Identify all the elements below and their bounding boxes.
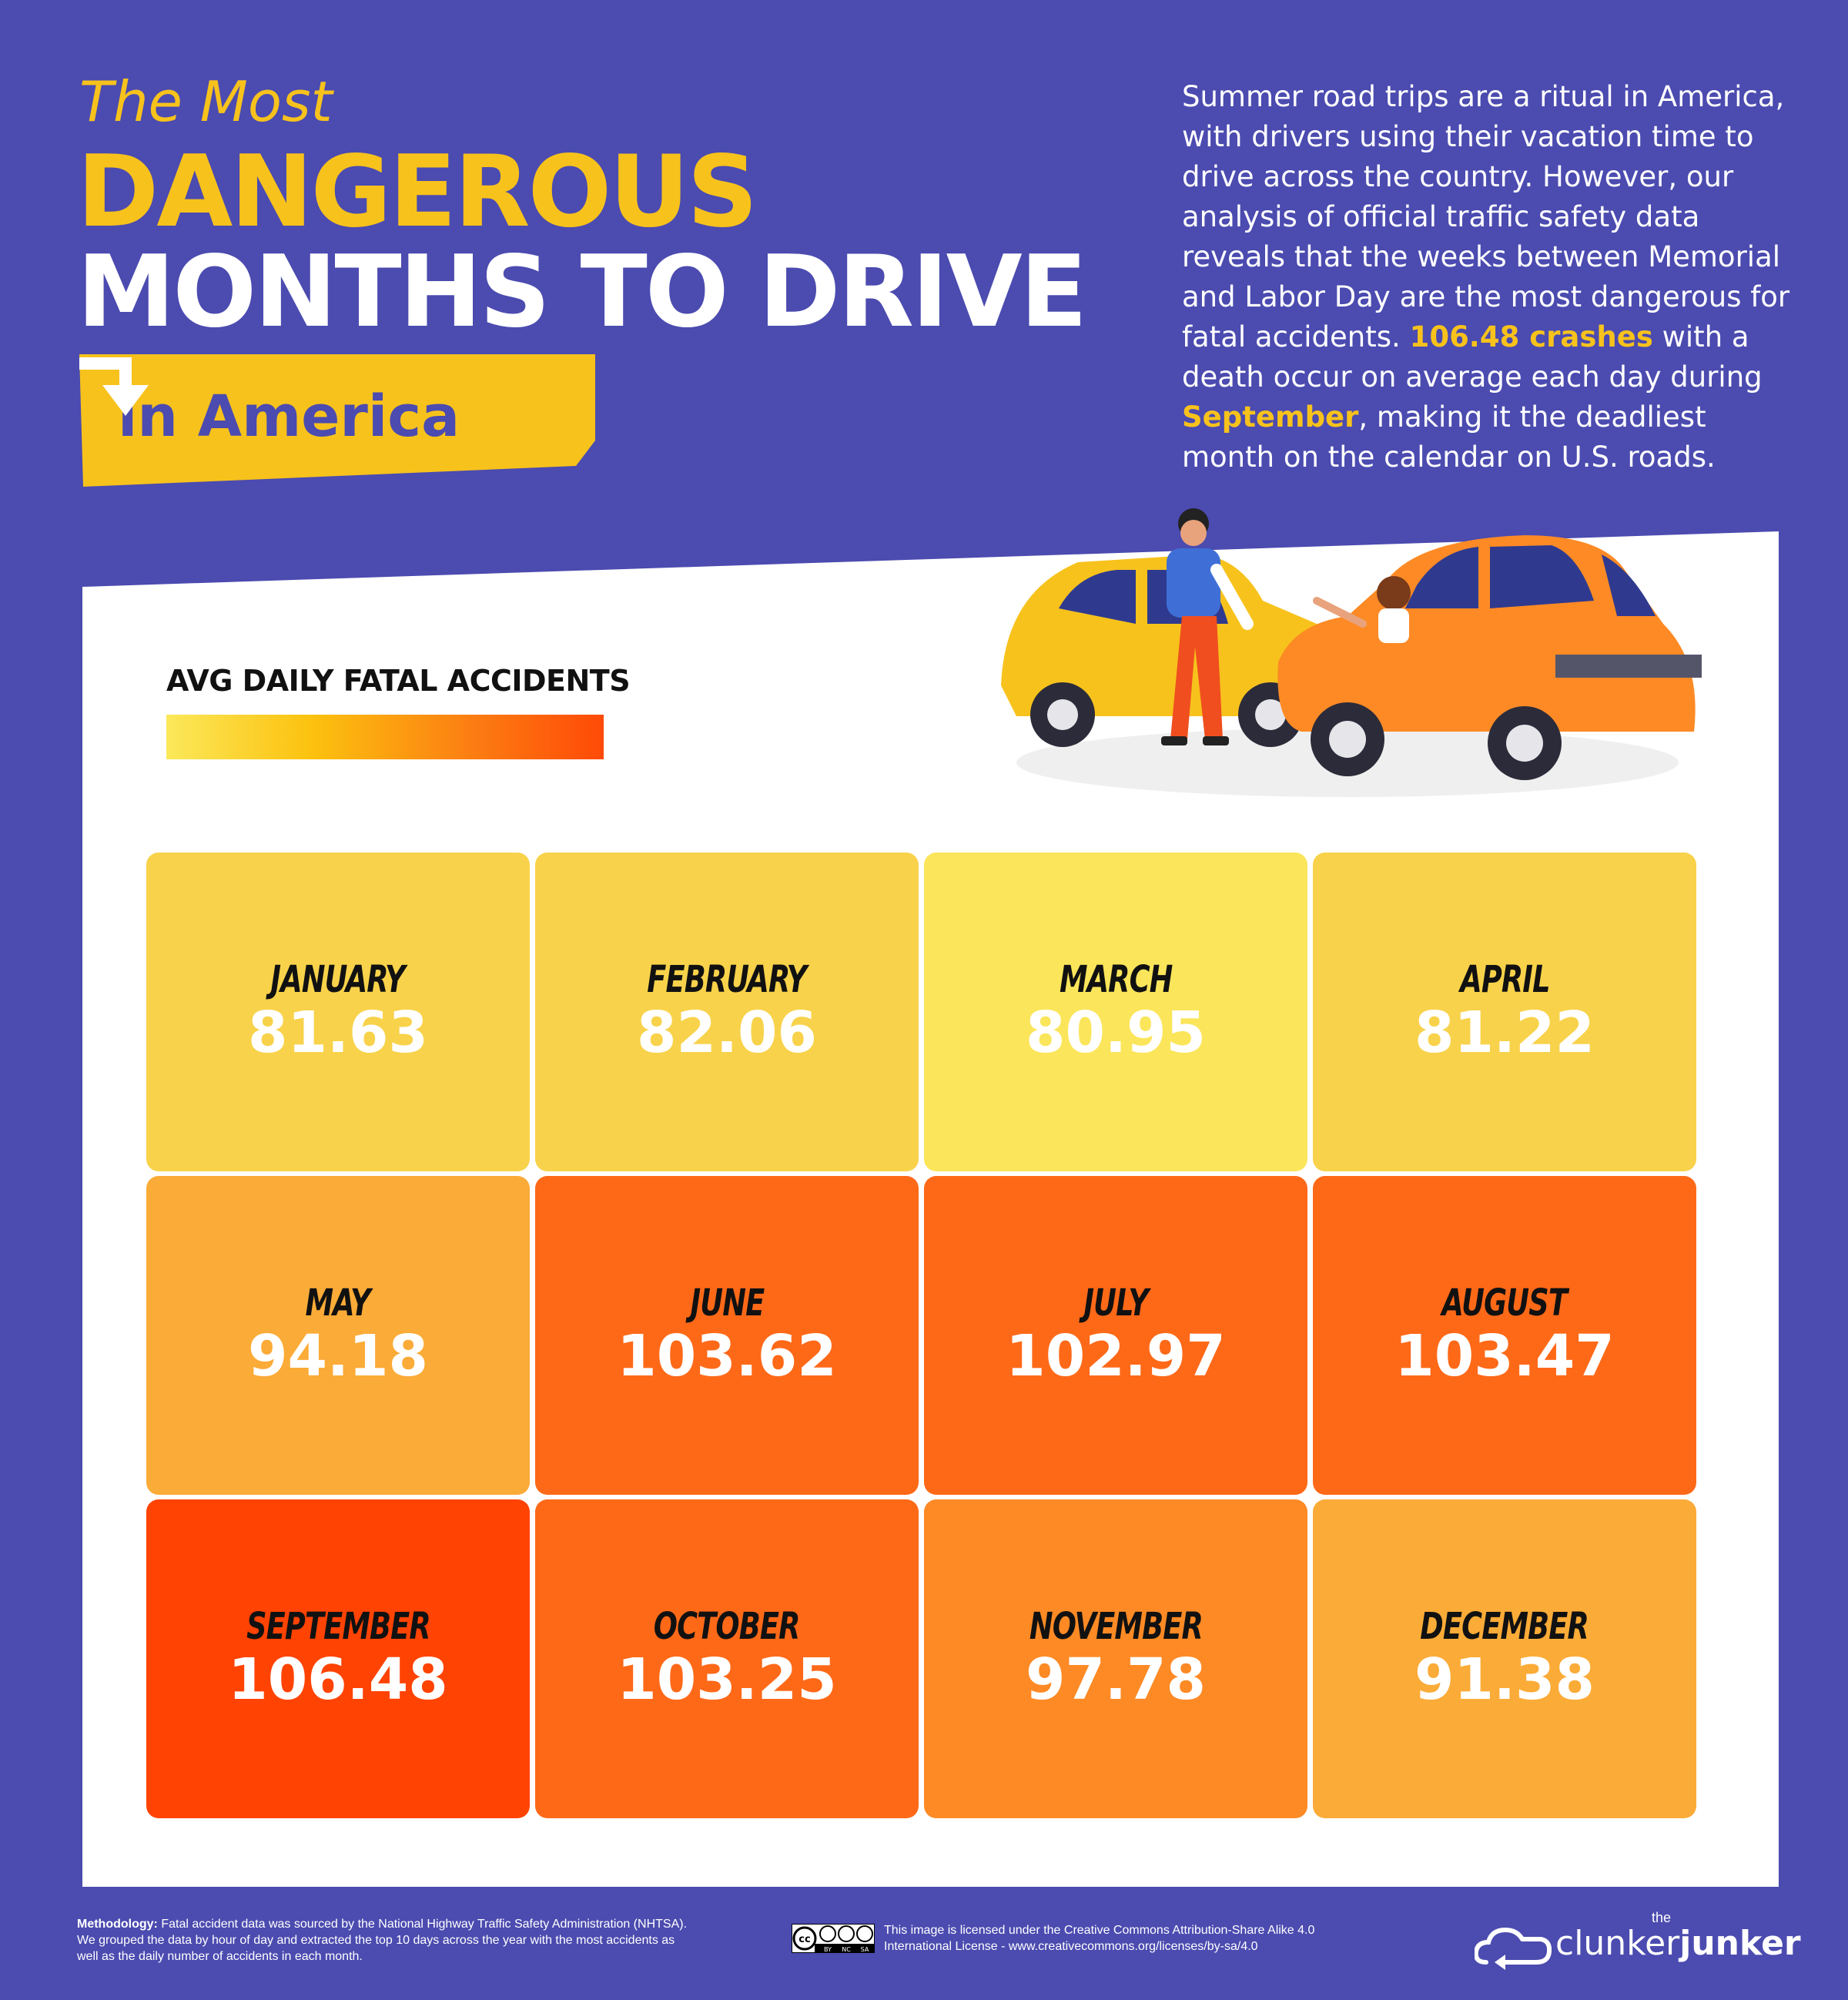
heatmap-cell-march: MARCH 80.95: [924, 853, 1307, 1171]
creative-commons-badge-icon: cc BY NC SA: [792, 1924, 875, 1953]
heatmap-cell-july: JULY 102.97: [924, 1176, 1307, 1495]
month-label: JANUARY: [270, 958, 406, 1001]
heatmap-cell-december: DECEMBER 91.38: [1313, 1499, 1696, 1818]
month-value: 97.78: [1025, 1647, 1207, 1713]
methodology-note: Methodology: Fatal accident data was sou…: [77, 1916, 693, 1965]
month-value: 91.38: [1414, 1647, 1595, 1713]
license-text: This image is licensed under the Creativ…: [884, 1924, 1315, 1953]
month-label: OCTOBER: [654, 1605, 801, 1648]
heatmap-grid: JANUARY 81.63 FEBRUARY 82.06 MARCH 80.95 APRIL…: [146, 853, 1698, 1818]
heatmap-cell-august: AUGUST 103.47: [1313, 1176, 1696, 1495]
month-value: 103.47: [1394, 1323, 1615, 1389]
logo-wordmark: clunkerjunker: [1555, 1924, 1801, 1963]
title-dangerous: DANGEROUS: [77, 135, 758, 250]
legend-title: AVG DAILY FATAL ACCIDENTS: [166, 664, 631, 698]
intro-text-1: Summer road trips are a ritual in Americ…: [1182, 80, 1790, 353]
cloud-arrows-logo-icon: [1475, 1927, 1552, 1970]
heatmap-cell-september: SEPTEMBER 106.48: [146, 1499, 530, 1818]
month-value: 106.48: [228, 1647, 448, 1713]
heatmap-cell-november: NOVEMBER 97.78: [924, 1499, 1307, 1818]
methodology-text: Fatal accident data was sourced by the N…: [77, 1918, 688, 1963]
month-value: 103.62: [617, 1323, 837, 1389]
intro-paragraph: Summer road trips are a ritual in Americ…: [1182, 77, 1790, 477]
month-label: APRIL: [1459, 958, 1550, 1001]
month-value: 82.06: [636, 1000, 818, 1066]
month-label: SEPTEMBER: [246, 1605, 431, 1648]
heatmap-cell-april: APRIL 81.22: [1313, 853, 1696, 1171]
title-months-to-drive: MONTHS TO DRIVE: [77, 235, 1087, 350]
logo-the: the: [1652, 1910, 1672, 1925]
month-value: 94.18: [247, 1323, 429, 1389]
heatmap-cell-june: JUNE 103.62: [535, 1176, 919, 1495]
car-crash-illustration: [1001, 508, 1702, 797]
cc-label-by: BY: [824, 1946, 832, 1953]
month-label: MAY: [305, 1281, 371, 1325]
cc-label-nc: NC: [842, 1946, 851, 1953]
month-label: MARCH: [1059, 958, 1173, 1001]
month-label: JUNE: [690, 1281, 765, 1325]
month-label: FEBRUARY: [647, 958, 807, 1001]
legend-gradient-bar: [166, 715, 604, 759]
month-value: 81.63: [247, 1000, 429, 1066]
turn-down-arrow-icon: [79, 357, 149, 416]
heatmap-cell-january: JANUARY 81.63: [146, 853, 530, 1171]
clunkerjunker-logo: the clunkerjunker: [1475, 1910, 1801, 1972]
intro-text-3: , making it the deadliest month on the c…: [1182, 400, 1716, 474]
logo-junker: junker: [1679, 1924, 1801, 1963]
month-label: AUGUST: [1441, 1281, 1568, 1325]
month-label: DECEMBER: [1420, 1605, 1589, 1648]
intro-highlight-crashes: 106.48 crashes: [1409, 320, 1653, 353]
heatmap-cell-february: FEBRUARY 82.06: [535, 853, 919, 1171]
intro-text-2: with a death occur on average each day d…: [1182, 320, 1763, 394]
pre-title: The Most: [79, 69, 333, 134]
month-value: 81.22: [1414, 1000, 1595, 1066]
heatmap-cell-may: MAY 94.18: [146, 1176, 530, 1495]
intro-highlight-month: September: [1182, 400, 1359, 434]
month-value: 80.95: [1025, 1000, 1207, 1066]
svg-text:cc: cc: [798, 1934, 810, 1945]
cc-label-sa: SA: [861, 1946, 869, 1953]
tag-background: [79, 354, 595, 487]
month-label: JULY: [1083, 1281, 1149, 1325]
logo-clunker: clunker: [1555, 1924, 1680, 1963]
methodology-label: Methodology:: [77, 1918, 158, 1931]
america-tag-label: in America: [118, 384, 460, 450]
month-label: NOVEMBER: [1029, 1605, 1203, 1648]
america-tag: in America: [79, 354, 595, 487]
month-value: 103.25: [617, 1647, 837, 1713]
heatmap-cell-october: OCTOBER 103.25: [535, 1499, 919, 1818]
month-value: 102.97: [1006, 1323, 1226, 1389]
